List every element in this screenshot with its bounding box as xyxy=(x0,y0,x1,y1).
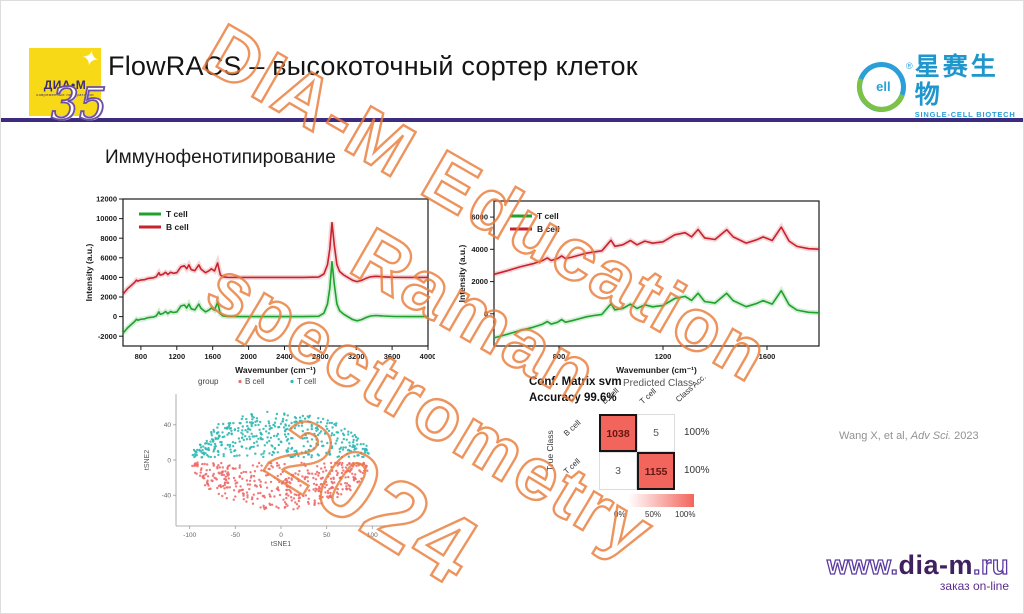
dia-m-logo: ✦ ДИА•М современные лаборатории xyxy=(29,44,102,116)
svg-text:6000: 6000 xyxy=(100,253,117,262)
brand-chinese-name: 星赛生物 xyxy=(914,53,999,109)
section-subtitle: Иммунофенотипирование xyxy=(105,147,336,168)
svg-text:1600: 1600 xyxy=(759,352,776,361)
svg-text:0: 0 xyxy=(484,309,488,318)
cell-ring-text: ell xyxy=(876,78,891,94)
svg-text:2400: 2400 xyxy=(276,352,293,361)
svg-text:0: 0 xyxy=(113,312,117,321)
svg-text:100: 100 xyxy=(367,532,378,539)
footer: www.dia-m.ru заказ on-line xyxy=(826,550,1009,594)
svg-text:Intensity (a.u.): Intensity (a.u.) xyxy=(457,245,467,303)
confmat-title-line2: Accuracy 99.6% xyxy=(529,391,617,404)
svg-text:tSNE1: tSNE1 xyxy=(271,541,291,548)
confmat-grid: 1038 5 3 1155 xyxy=(599,414,675,490)
confmat-cell-0-1: 5 xyxy=(637,414,675,452)
svg-text:50: 50 xyxy=(323,532,331,539)
svg-text:1200: 1200 xyxy=(168,352,185,361)
svg-text:1600: 1600 xyxy=(204,352,221,361)
confmat-col-label-t-cell: T cell xyxy=(637,386,659,406)
svg-text:Intensity (a.u.): Intensity (a.u.) xyxy=(84,244,94,302)
confusion-matrix: Conf. Matrix svm Accuracy 99.6% Predicte… xyxy=(529,372,769,533)
svg-text:800: 800 xyxy=(135,352,148,361)
svg-text:tSNE2: tSNE2 xyxy=(144,450,151,470)
url-tld: .ru xyxy=(972,550,1009,580)
svg-text:2000: 2000 xyxy=(471,277,488,286)
true-class-label: True Class xyxy=(545,430,555,471)
svg-text:B cell: B cell xyxy=(245,377,265,386)
confmat-title-line1: Conf. Matrix svm xyxy=(529,376,622,388)
class-accuracy-row-0: 100% xyxy=(684,427,710,438)
svg-text:3200: 3200 xyxy=(348,352,365,361)
svg-text:6000: 6000 xyxy=(471,213,488,222)
svg-text:-40: -40 xyxy=(162,493,172,500)
colorbar-label-50: 50% xyxy=(645,510,662,519)
dia-m-logo-text: ДИА•М xyxy=(43,78,87,92)
svg-text:10000: 10000 xyxy=(96,214,117,223)
confmat-cell-1-0: 3 xyxy=(599,452,637,490)
brand-english-name: SINGLE-CELL BIOTECH xyxy=(914,110,1016,119)
predicted-class-label: Predicted Class xyxy=(623,378,694,389)
anniversary-number: 35 xyxy=(50,79,108,130)
citation: Wang X, et al, Adv Sci. 2023 xyxy=(839,430,979,442)
svg-text:-100: -100 xyxy=(183,532,196,539)
svg-text:-50: -50 xyxy=(231,532,241,539)
registered-mark: ® xyxy=(906,60,913,71)
class-accuracy-row-1: 100% xyxy=(684,465,710,476)
colorbar-label-0: 0% xyxy=(614,510,626,519)
url-domain: dia-m xyxy=(898,550,973,580)
url-www: www. xyxy=(826,550,899,580)
tsne-scatter-chart: -100 -50 0 50 100 -40 0 40 tSNE1 tSNE2 group B cell… xyxy=(141,373,401,553)
svg-text:12000: 12000 xyxy=(96,195,117,204)
raman-fingerprint-chart: 800 1200 1600 0 2000 4000 6000 Wavemunber (cm⁻¹… xyxy=(456,193,825,381)
svg-text:8000: 8000 xyxy=(100,234,117,243)
svg-text:4000: 4000 xyxy=(471,245,488,254)
raman-full-spectrum-chart: 800 1200 1600 2000 2400 2800 3200 3600 4000 -2000… xyxy=(83,191,436,381)
confmat-colorbar xyxy=(628,494,694,507)
dia-m-logo-subtext: современные лаборатории xyxy=(36,92,94,97)
citation-year: 2023 xyxy=(951,430,979,442)
svg-text:T cell: T cell xyxy=(537,211,559,221)
citation-prefix: Wang X, et al, xyxy=(839,430,911,442)
svg-text:4000: 4000 xyxy=(420,352,435,361)
svg-text:2800: 2800 xyxy=(312,352,329,361)
confmat-title: Conf. Matrix svm Accuracy 99.6% xyxy=(529,375,622,406)
single-cell-biotech-logo: ell ® 星赛生物 SINGLE-CELL BIOTECH xyxy=(857,53,1023,119)
sparkle-icon: ✦ xyxy=(78,44,102,73)
confmat-cell-1-1: 1155 xyxy=(637,452,675,490)
confmat-row-label-b-cell: B cell xyxy=(561,418,583,438)
svg-text:3600: 3600 xyxy=(384,352,401,361)
svg-text:40: 40 xyxy=(164,422,172,429)
svg-text:group: group xyxy=(198,377,219,386)
svg-text:Wavemunber (cm⁻¹): Wavemunber (cm⁻¹) xyxy=(235,365,316,375)
citation-journal: Adv Sci. xyxy=(910,430,952,442)
svg-text:1200: 1200 xyxy=(655,352,672,361)
svg-text:800: 800 xyxy=(553,352,566,361)
page-title: FlowRACS – высокоточный сортер клеток xyxy=(108,51,638,81)
svg-text:2000: 2000 xyxy=(240,352,257,361)
confmat-cell-0-0: 1038 xyxy=(599,414,637,452)
dia-m-url: www.dia-m.ru xyxy=(826,550,1009,580)
svg-text:0: 0 xyxy=(279,532,283,539)
svg-text:0: 0 xyxy=(167,457,171,464)
svg-text:4000: 4000 xyxy=(100,273,117,282)
cell-ring-icon: ell ® xyxy=(857,61,913,112)
svg-text:B cell: B cell xyxy=(166,222,189,232)
colorbar-label-100: 100% xyxy=(675,510,696,519)
order-online-label: заказ on-line xyxy=(939,579,1009,594)
svg-text:-2000: -2000 xyxy=(98,332,117,341)
svg-text:B cell: B cell xyxy=(537,224,560,234)
svg-text:T cell: T cell xyxy=(297,377,316,386)
svg-text:Wavemunber (cm⁻¹): Wavemunber (cm⁻¹) xyxy=(616,365,697,375)
purple-divider xyxy=(1,118,1023,122)
confmat-row-label-t-cell: T cell xyxy=(561,456,583,476)
svg-text:T cell: T cell xyxy=(166,209,188,219)
svg-text:2000: 2000 xyxy=(100,293,117,302)
